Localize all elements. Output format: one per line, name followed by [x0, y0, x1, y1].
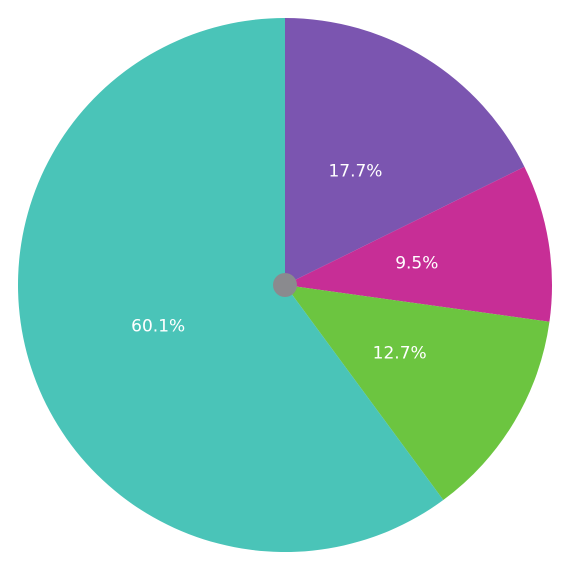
center-dot: [273, 273, 297, 297]
pie-slice: [285, 285, 550, 501]
value-label: 12.7%: [373, 343, 427, 363]
value-label: 17.7%: [328, 162, 382, 182]
pie-slice: [285, 166, 552, 322]
value-label: 9.5%: [395, 254, 438, 274]
pie-slice: [285, 18, 525, 285]
pie-slice: [18, 18, 444, 552]
value-label: 60.1%: [131, 317, 185, 337]
